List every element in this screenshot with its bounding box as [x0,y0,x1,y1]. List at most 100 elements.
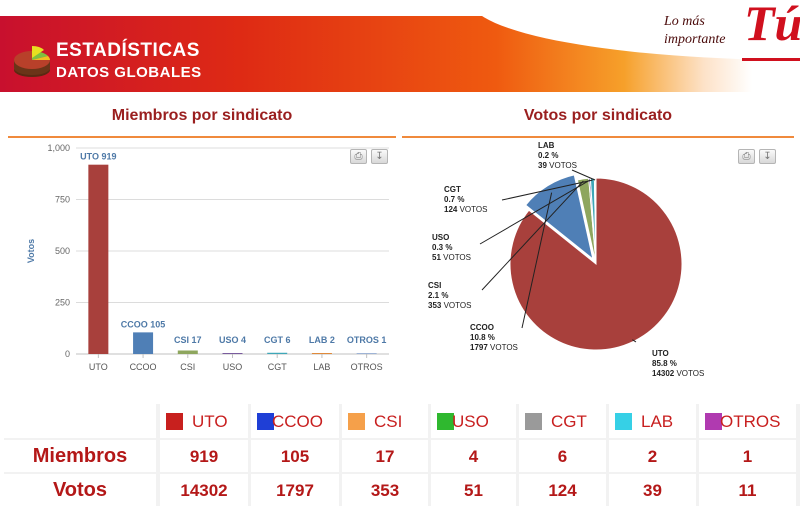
table-cell: 6 [519,440,606,472]
cell-value: 353 [370,481,400,500]
pie-label-votes: 51 VOTOS [432,253,471,262]
table-cell: 1797 [251,474,339,506]
page-title: ESTADÍSTICAS [56,40,200,61]
votes-panel: Votos por sindicato ⎙ ↧ UTO 85.8 % 14302 V… [402,94,794,394]
pie-chart-icon [14,46,50,77]
legend-label: OTROS [720,412,781,431]
y-tick-label: 500 [55,246,70,256]
y-tick-label: 1,000 [47,143,70,153]
bar-uto [88,164,109,354]
legend-cell: CCOO [251,404,339,438]
x-tick-label: USO [223,362,243,372]
table-cell: 11 [699,474,796,506]
pie-label-pct: 0.7 % [444,195,464,204]
table-cell: 14302 [160,474,248,506]
legend-cell: UTO [160,404,248,438]
legend-swatch [166,413,183,430]
legend-swatch [348,413,365,430]
table-row: Votos 14302 1797 353 51 124 39 11 [4,474,800,506]
data-label: USO 4 [219,335,246,345]
cell-value: 51 [464,481,483,500]
pie-label-votes-word: VOTOS [457,205,487,214]
votes-panel-title: Votos por sindicato [402,94,794,138]
pie-connector [479,179,590,245]
cell-value: 39 [643,481,662,500]
x-tick-label: UTO [89,362,108,372]
brand-line1: Lo más [664,14,705,29]
pie-label-votes: 39 VOTOS [538,161,577,170]
y-tick-label: 0 [65,349,70,359]
x-tick-label: CGT [268,362,288,372]
pie-label-pct: 85.8 % [652,359,677,368]
pie-label-pct: 0.3 % [432,243,452,252]
brand-logo: Lo más importante Tú [660,0,800,62]
table-cell: 2 [609,440,696,472]
brand-underline [742,58,800,61]
page-subtitle: DATOS GLOBALES [56,64,202,81]
cell-value: 1797 [276,481,314,500]
download-icon[interactable]: ↧ [371,149,388,164]
print-icon[interactable]: ⎙ [350,149,367,164]
members-panel: Miembros por sindicato ⎙ ↧ 0 250 500 750 1,0… [8,94,396,394]
legend-cell: OTROS [699,404,796,438]
cell-value: 2 [647,447,658,466]
x-tick-label: OTROS [351,362,383,372]
stats-table: UTO CCOO CSI USO CGT LAB OTROS Miembros 919 105 1… [4,404,800,506]
cell-value: 105 [280,447,310,466]
bar-cgt [267,352,288,354]
data-label: OTROS 1 [347,335,387,345]
table-cell: 105 [251,440,339,472]
x-tick-label: CCOO [130,362,157,372]
cell-value: 919 [189,447,219,466]
table-corner-cell [4,404,156,438]
data-label: UTO 919 [80,152,116,162]
pie-connector [501,179,593,201]
legend-label: UTO [192,412,228,431]
pie-label-name: CSI [428,281,441,290]
x-tick-label: LAB [313,362,330,372]
row-label-cell: Votos [4,474,156,506]
legend-label: LAB [641,412,674,431]
pie-label-votes-number: 51 [432,253,441,262]
y-axis-label: Votos [26,239,36,263]
bar-uso [222,353,243,354]
pie-label-votes-word: VOTOS [488,343,518,352]
cell-value: 11 [738,481,757,500]
data-label: CSI 17 [174,335,202,345]
pie-label-votes-word: VOTOS [674,369,704,378]
row-label: Votos [52,479,108,501]
pie-connector [632,339,637,343]
data-label: CGT 6 [264,335,291,345]
table-cell: 39 [609,474,696,506]
pie-label-name: CGT [444,185,461,194]
pie-label-votes-number: 353 [428,301,442,310]
bar-otros [356,353,377,354]
table-cell: 17 [342,440,428,472]
legend-cell: USO [431,404,516,438]
cell-value: 124 [548,481,577,500]
table-row: Miembros 919 105 17 4 6 2 1 [4,440,800,472]
table-cell: 353 [342,474,428,506]
print-icon[interactable]: ⎙ [738,149,755,164]
pie-label-pct: 2.1 % [428,291,448,300]
pie-label-name: USO [432,233,449,242]
members-bar-chart: 0 250 500 750 1,000 Votos UTO 919 UTO CCOO 105 CC… [26,143,389,372]
bar-lab [311,353,332,354]
row-label-cell: Miembros [4,440,156,472]
data-label: CCOO 105 [121,319,166,329]
pie-label-votes: 14302 VOTOS [652,369,704,378]
members-panel-title: Miembros por sindicato [8,94,396,138]
cell-value: 17 [375,447,395,466]
pie-label-votes-word: VOTOS [441,253,471,262]
members-chart-area [8,140,396,394]
pie-label-votes-word: VOTOS [441,301,471,310]
legend-label: USO [452,412,489,431]
cell-value: 6 [557,447,568,466]
pie-slice-ccoo [525,174,594,261]
download-icon[interactable]: ↧ [759,149,776,164]
pie-connector [481,180,584,291]
legend-cell: LAB [609,404,696,438]
bar-csi [177,350,198,354]
data-label: LAB 2 [309,335,335,345]
legend-label: CSI [374,412,403,431]
